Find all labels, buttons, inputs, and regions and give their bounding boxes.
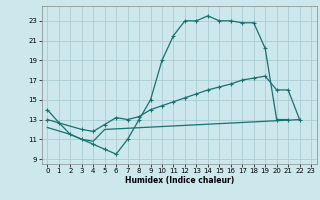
- X-axis label: Humidex (Indice chaleur): Humidex (Indice chaleur): [124, 176, 234, 185]
